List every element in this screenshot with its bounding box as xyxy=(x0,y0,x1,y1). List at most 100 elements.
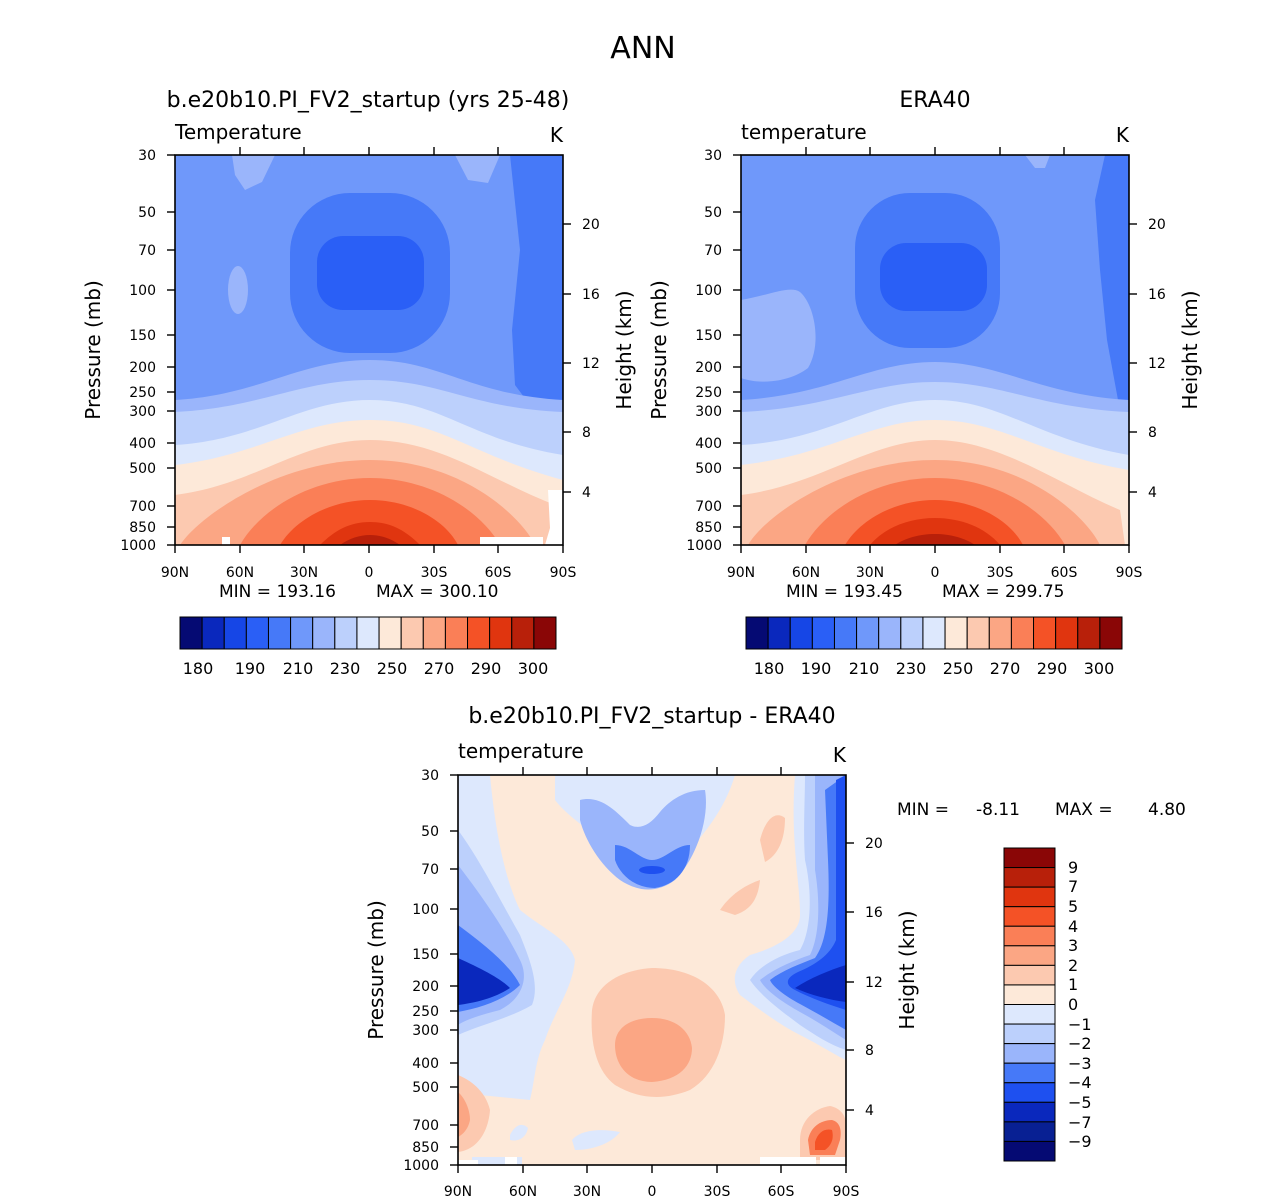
height-tick-label: 20 xyxy=(582,217,600,233)
max-label: MAX = 300.10 xyxy=(376,582,498,602)
y-tick-label: 250 xyxy=(695,385,722,401)
x-tick-label: 90N xyxy=(444,1184,472,1200)
colorbar-swatch xyxy=(1003,1043,1056,1064)
colorbar-swatch xyxy=(1003,1062,1056,1084)
y-tick-label: 500 xyxy=(412,1080,439,1096)
x-tick-label: 30N xyxy=(573,1184,601,1200)
panel-title: ERA40 xyxy=(899,88,970,113)
y-tick-label: 100 xyxy=(695,283,722,299)
colorbar-swatch xyxy=(1003,925,1056,947)
colorbar-swatch xyxy=(312,616,336,650)
colorbar-label: 180 xyxy=(754,659,785,678)
y-tick-label: 300 xyxy=(412,1023,439,1039)
colorbar-label: 250 xyxy=(377,659,408,678)
height-tick-label: 4 xyxy=(582,485,591,501)
x-tick-label: 60S xyxy=(768,1184,795,1200)
colorbar-swatch xyxy=(1003,964,1056,986)
colorbar-swatch xyxy=(833,616,858,650)
colorbar-swatch xyxy=(201,616,225,650)
x-tick-label: 60N xyxy=(509,1184,537,1200)
x-tick-label: 30N xyxy=(856,565,884,581)
colorbar-swatch xyxy=(789,616,813,650)
y-axis-right: 20 16 12 8 4 Height (km) xyxy=(846,836,919,1119)
y-tick-label: 850 xyxy=(129,520,156,536)
y-tick-label: 30 xyxy=(138,148,156,164)
height-tick-label: 12 xyxy=(865,975,883,991)
panel-model: b.e20b10.PI_FV2_startup (yrs 25-48) Temp… xyxy=(81,88,636,678)
y-tick-label: 100 xyxy=(412,902,439,918)
colorbar-label: −7 xyxy=(1068,1113,1092,1132)
contour-field xyxy=(741,155,1129,545)
height-tick-label: 4 xyxy=(1148,485,1157,501)
y-tick-label: 700 xyxy=(129,499,156,515)
panel-title: b.e20b10.PI_FV2_startup - ERA40 xyxy=(468,704,835,729)
colorbar-swatch xyxy=(900,616,924,650)
height-tick-label: 16 xyxy=(1148,287,1166,303)
colorbar-swatch xyxy=(422,616,446,650)
y-tick-label: 400 xyxy=(412,1056,439,1072)
variable-label: temperature xyxy=(741,120,867,144)
x-tick-label: 0 xyxy=(931,565,940,581)
colorbar-swatch xyxy=(966,616,990,650)
height-tick-label: 4 xyxy=(865,1103,874,1119)
height-tick-label: 8 xyxy=(1148,425,1157,441)
colorbar-label: 3 xyxy=(1068,936,1078,955)
y-tick-label: 1000 xyxy=(686,538,722,554)
panel-title: b.e20b10.PI_FV2_startup (yrs 25-48) xyxy=(167,88,570,113)
colorbar-swatch xyxy=(1003,867,1056,888)
y-axis-label: Pressure (mb) xyxy=(647,280,671,420)
colorbar-swatches xyxy=(745,616,1123,650)
y-axis-right: 20 16 12 8 4 Height (km) xyxy=(563,217,636,501)
colorbar-label: 270 xyxy=(990,659,1021,678)
y-tick-label: 400 xyxy=(695,436,722,452)
panel-observed: ERA40 temperature K xyxy=(647,88,1202,678)
x-axis: 90N 60N 30N 0 30S 60S 90S xyxy=(444,767,859,1200)
colorbar-label: 290 xyxy=(1037,659,1068,678)
y-tick-label: 50 xyxy=(138,205,156,221)
colorbar-swatch xyxy=(856,616,880,650)
colorbar-swatch xyxy=(1077,616,1101,650)
colorbar: 180 190 210 230 250 270 290 300 xyxy=(179,616,557,678)
colorbar-label: 290 xyxy=(471,659,502,678)
colorbar-label: 5 xyxy=(1068,897,1078,916)
units-label: K xyxy=(833,743,847,767)
max-label: MAX = xyxy=(1055,800,1113,820)
colorbar-swatch xyxy=(1003,1004,1056,1025)
colorbar-swatch xyxy=(400,616,424,650)
colorbar-label: 180 xyxy=(183,659,214,678)
y-tick-label: 700 xyxy=(412,1118,439,1134)
x-tick-label: 90S xyxy=(550,565,577,581)
x-axis: 90N 60N 30N 0 30S 60S 90S xyxy=(727,147,1142,581)
colorbar-swatch xyxy=(1033,616,1057,650)
colorbar: 180 190 210 230 250 270 290 300 xyxy=(745,616,1123,678)
colorbar-label: 190 xyxy=(801,659,832,678)
x-tick-label: 90N xyxy=(161,565,189,581)
colorbar-label: −2 xyxy=(1068,1034,1092,1053)
y-tick-label: 150 xyxy=(695,328,722,344)
colorbar-label: −5 xyxy=(1068,1093,1092,1112)
height-tick-label: 12 xyxy=(1148,356,1166,372)
colorbar-label: 230 xyxy=(896,659,927,678)
colorbar-swatch xyxy=(1003,1023,1056,1045)
y-tick-label: 200 xyxy=(412,979,439,995)
colorbar-swatch xyxy=(1003,945,1056,966)
x-tick-label: 0 xyxy=(365,565,374,581)
max-label: MAX = 299.75 xyxy=(942,582,1064,602)
colorbar-swatch xyxy=(988,616,1012,650)
y-tick-label: 50 xyxy=(421,824,439,840)
y-tick-label: 400 xyxy=(129,436,156,452)
height-tick-label: 16 xyxy=(582,287,600,303)
colorbar-label: 210 xyxy=(283,659,314,678)
colorbar-label: 0 xyxy=(1068,995,1078,1014)
y-tick-label: 200 xyxy=(129,360,156,376)
colorbar-swatch xyxy=(444,616,469,650)
y-tick-label: 150 xyxy=(129,328,156,344)
x-tick-label: 90N xyxy=(727,565,755,581)
colorbar-swatch xyxy=(745,616,769,650)
min-label: MIN = 193.45 xyxy=(786,582,903,602)
colorbar-swatch xyxy=(179,616,203,650)
min-label: MIN = xyxy=(897,800,949,820)
height-tick-label: 12 xyxy=(582,356,600,372)
colorbar-label: −9 xyxy=(1068,1132,1092,1151)
